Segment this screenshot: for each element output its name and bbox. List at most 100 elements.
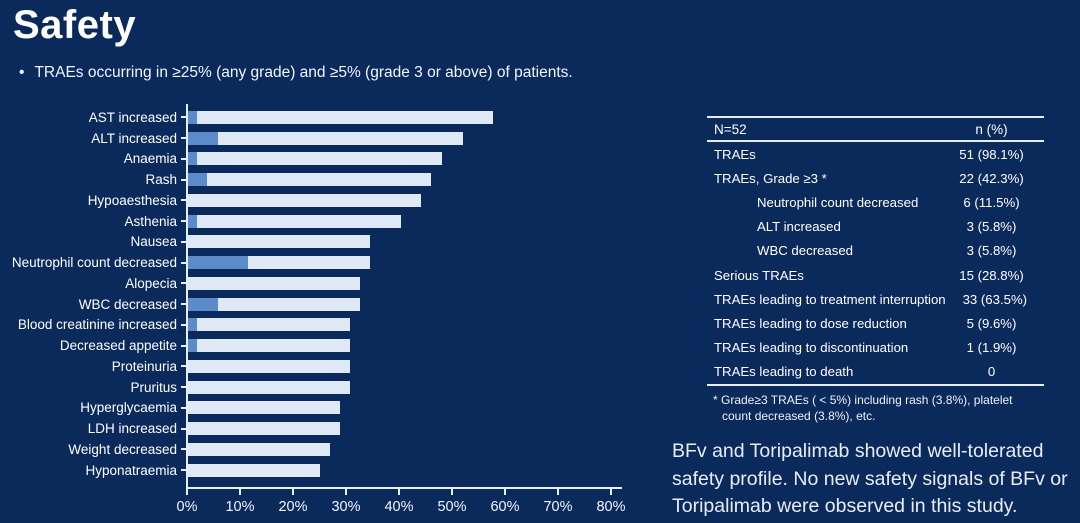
y-tick-mark: [181, 365, 187, 368]
y-tick-mark: [181, 386, 187, 389]
bar-segment-grade-1-2: [187, 422, 340, 436]
x-tick-mark: [239, 489, 241, 495]
stacked-bar: [187, 359, 351, 373]
stacked-bar: [187, 297, 361, 311]
chart-row: Weight decreased: [0, 439, 640, 460]
category-label: LDH increased: [87, 421, 177, 437]
y-tick-mark: [181, 303, 187, 306]
table-row-label: TRAEs, Grade ≥3 *: [714, 170, 827, 186]
table-row-value: 22 (42.3%): [959, 170, 1024, 186]
x-tick-label: 20%: [278, 499, 308, 515]
table-row-value: 3 (5.8%): [966, 243, 1017, 259]
y-tick-mark: [181, 261, 187, 264]
chart-row: Hyponatraemia: [0, 460, 640, 481]
table-row-label: Serious TRAEs: [714, 267, 804, 283]
category-label: Hypoaesthesia: [87, 192, 177, 208]
stacked-bar: [187, 318, 350, 332]
y-tick-mark: [181, 178, 187, 181]
table-row: ALT increased 3 (5.8%): [707, 215, 1044, 239]
bar-segment-grade-ge3: [187, 110, 198, 124]
bullet-icon: •: [19, 64, 25, 81]
bar-segment-grade-ge3: [187, 297, 218, 311]
stacked-bar: [187, 442, 330, 456]
chart-row: Alopecia: [0, 273, 640, 294]
category-label: Weight decreased: [68, 441, 177, 457]
table-row: Serious TRAEs 15 (28.8%): [707, 263, 1044, 287]
table-row-label: TRAEs: [714, 146, 756, 162]
stacked-bar: [187, 235, 371, 249]
stacked-bar: [187, 380, 351, 394]
y-tick-mark: [181, 323, 187, 326]
stacked-bar: [187, 152, 442, 166]
category-label: Anaemia: [123, 151, 177, 167]
y-axis-line: [186, 104, 188, 488]
x-tick-mark: [451, 489, 453, 495]
stacked-bar: [187, 463, 320, 477]
table-row-value: 0: [987, 364, 996, 380]
table-row-value: 51 (98.1%): [959, 146, 1024, 162]
category-label: Decreased appetite: [59, 338, 177, 354]
bar-segment-grade-1-2: [197, 318, 350, 332]
bar-segment-grade-1-2: [187, 442, 330, 456]
x-tick-mark: [186, 489, 188, 495]
bar-segment-grade-ge3: [187, 339, 198, 353]
bar-segment-grade-1-2: [187, 193, 422, 207]
chart-row: Neutrophil count decreased: [0, 252, 640, 273]
x-tick-label: 0%: [176, 499, 198, 515]
stacked-bar: [187, 276, 361, 290]
category-label: Asthenia: [124, 213, 177, 229]
category-label: WBC decreased: [78, 296, 177, 312]
category-label: Nausea: [130, 234, 177, 250]
bar-segment-grade-1-2: [247, 256, 371, 270]
chart-rows: AST increased ALT increased Anaemia Rash Hyp…: [0, 107, 640, 481]
bar-segment-grade-ge3: [187, 214, 198, 228]
category-label: ALT increased: [91, 130, 177, 146]
bar-segment-grade-1-2: [187, 359, 351, 373]
traes-summary-table: N=52 n (%) TRAEs 51 (98.1%) TRAEs, Grade ≥…: [707, 116, 1044, 424]
x-tick-mark: [345, 489, 347, 495]
x-tick-label: 70%: [543, 499, 573, 515]
chart-row: Anaemia: [0, 149, 640, 170]
table-footnote: * Grade≥3 TRAEs ( < 5%) including rash (…: [713, 392, 1013, 424]
table-header-npct: n (%): [975, 121, 1008, 137]
chart-row: WBC decreased: [0, 294, 640, 315]
table-row: TRAEs leading to discontinuation 1 (1.9%): [707, 336, 1044, 360]
stacked-bar: [187, 339, 350, 353]
x-tick-label: 80%: [596, 499, 626, 515]
bar-segment-grade-1-2: [187, 235, 371, 249]
bar-segment-grade-1-2: [187, 401, 340, 415]
bar-segment-grade-ge3: [187, 256, 248, 270]
y-tick-mark: [181, 344, 187, 347]
x-tick-mark: [504, 489, 506, 495]
stacked-bar: [187, 214, 402, 228]
table-row-label: Neutrophil count decreased: [757, 194, 919, 210]
table-row-value: 1 (1.9%): [966, 340, 1017, 356]
y-tick-mark: [181, 157, 187, 160]
chart-row: ALT increased: [0, 128, 640, 149]
y-tick-mark: [181, 240, 187, 243]
bar-segment-grade-1-2: [197, 339, 350, 353]
table-row-value: 6 (11.5%): [963, 194, 1020, 210]
table-body: TRAEs 51 (98.1%) TRAEs, Grade ≥3 * 22 (42.3…: [707, 142, 1044, 386]
table-row-value: 33 (63.5%): [962, 291, 1028, 307]
stacked-bar: [187, 193, 422, 207]
table-row-label: TRAEs leading to discontinuation: [714, 340, 909, 356]
table-row: TRAEs leading to death 0: [707, 360, 1044, 384]
traes-bar-chart: AST increased ALT increased Anaemia Rash Hyp…: [0, 104, 648, 523]
bar-segment-grade-1-2: [207, 173, 432, 187]
category-label: Pruritus: [130, 379, 177, 395]
x-tick-mark: [610, 489, 612, 495]
stacked-bar: [187, 422, 340, 436]
bar-segment-grade-1-2: [187, 463, 320, 477]
stacked-bar: [187, 401, 340, 415]
table-header-n: N=52: [714, 121, 747, 137]
chart-row: Nausea: [0, 232, 640, 253]
bar-segment-grade-1-2: [217, 131, 463, 145]
bar-segment-grade-1-2: [197, 110, 493, 124]
category-label: Hyponatraemia: [85, 462, 177, 478]
y-tick-mark: [181, 427, 187, 430]
bar-segment-grade-ge3: [187, 131, 218, 145]
chart-row: Proteinuria: [0, 356, 640, 377]
table-row: TRAEs, Grade ≥3 * 22 (42.3%): [707, 166, 1044, 190]
bar-segment-grade-ge3: [187, 173, 208, 187]
